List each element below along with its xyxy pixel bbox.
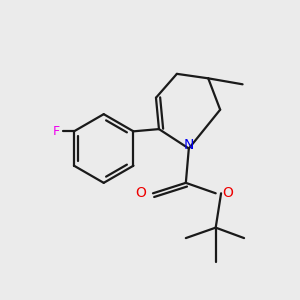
Text: O: O bbox=[135, 186, 146, 200]
Text: O: O bbox=[222, 186, 233, 200]
Text: N: N bbox=[184, 138, 194, 152]
Text: F: F bbox=[52, 125, 60, 138]
